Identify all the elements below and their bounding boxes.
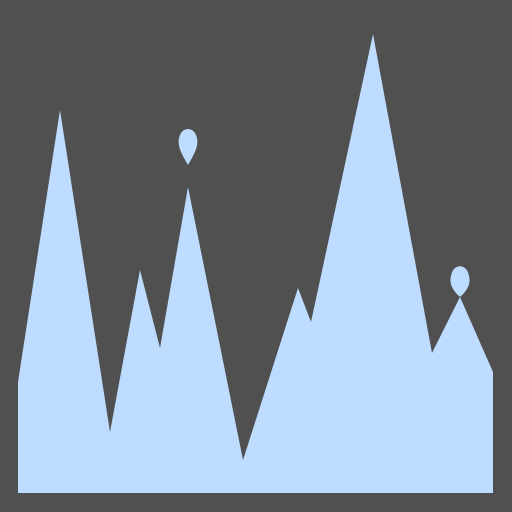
droplet-marker-right [450,266,470,297]
mountain-range-shape [18,34,493,493]
droplet-marker-left [178,129,198,165]
